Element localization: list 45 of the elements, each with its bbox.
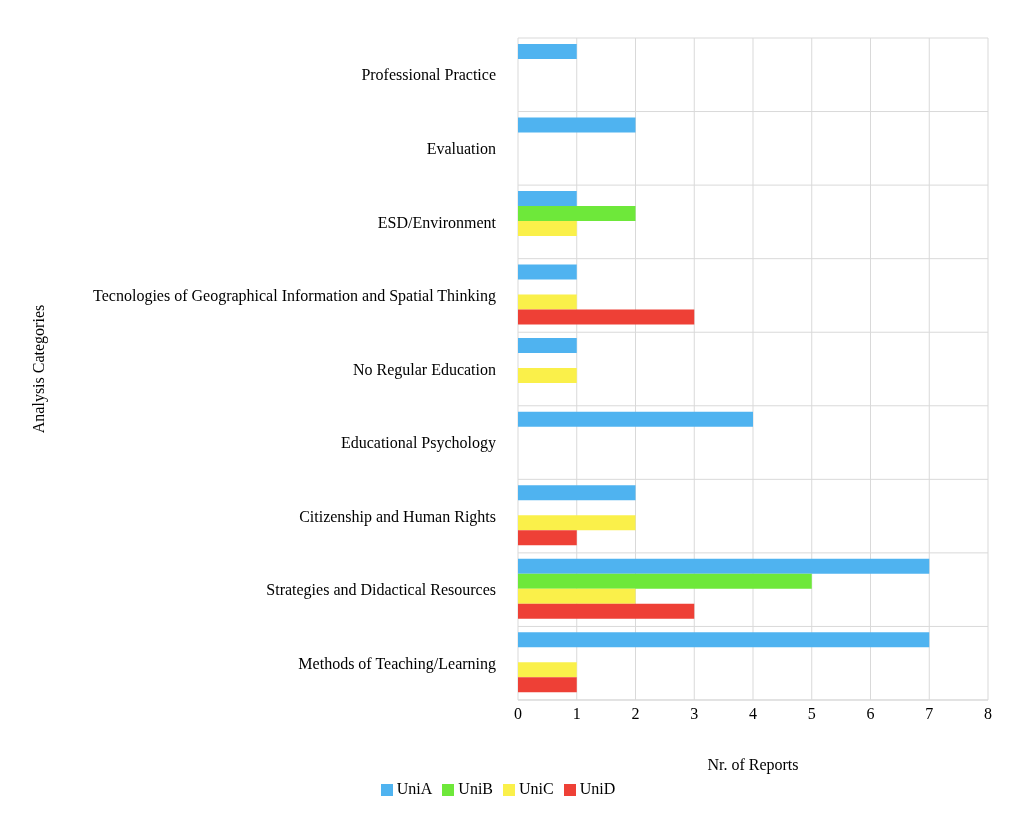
bar <box>518 411 753 427</box>
bar <box>518 662 577 678</box>
x-tick-label: 5 <box>807 705 816 723</box>
bar <box>518 573 812 589</box>
bar <box>518 588 636 604</box>
bar <box>518 206 636 221</box>
x-tick-label: 6 <box>866 705 875 723</box>
bar <box>518 43 577 59</box>
bar <box>518 677 577 693</box>
x-tick-label: 4 <box>749 705 757 723</box>
legend-label: UniB <box>458 780 493 797</box>
bar <box>518 309 695 325</box>
x-tick-label: 2 <box>631 705 640 723</box>
bar <box>518 530 577 546</box>
bar <box>518 264 577 280</box>
legend-label: UniA <box>396 780 433 797</box>
bar <box>518 368 577 384</box>
y-tick-label: Methods of Teaching/Learning <box>298 654 496 673</box>
bar <box>518 117 636 133</box>
y-tick-label: No Regular Education <box>352 360 496 379</box>
x-axis-title: Nr. of Reports <box>707 756 799 774</box>
y-tick-label: ESD/Environment <box>377 213 497 231</box>
y-tick-label: Educational Psychology <box>340 434 496 453</box>
y-axis-title: Analysis Categories <box>29 304 48 434</box>
bar <box>518 485 636 501</box>
x-tick-label: 7 <box>925 705 934 723</box>
legend-label: UniC <box>519 780 554 797</box>
bar <box>518 221 577 236</box>
legend-label: UniD <box>579 780 616 797</box>
y-tick-label: Strategies and Didactical Resources <box>266 581 496 600</box>
bar <box>518 338 577 354</box>
bar <box>518 294 577 310</box>
x-tick-label: 0 <box>514 705 522 723</box>
y-tick-label: Evaluation <box>426 140 496 158</box>
x-tick-label: 1 <box>572 705 581 723</box>
bar <box>518 191 577 206</box>
x-tick-label: 3 <box>690 705 699 723</box>
bar <box>518 515 636 531</box>
bar <box>518 603 695 619</box>
y-tick-label: Professional Practice <box>361 66 496 84</box>
bar <box>518 632 930 648</box>
x-tick-label: 8 <box>984 705 992 723</box>
y-tick-label: Citizenship and Human Rights <box>299 507 496 526</box>
y-tick-label: Tecnologies of Geographical Information and Spatial Thinking <box>93 287 496 306</box>
bar <box>518 558 930 574</box>
